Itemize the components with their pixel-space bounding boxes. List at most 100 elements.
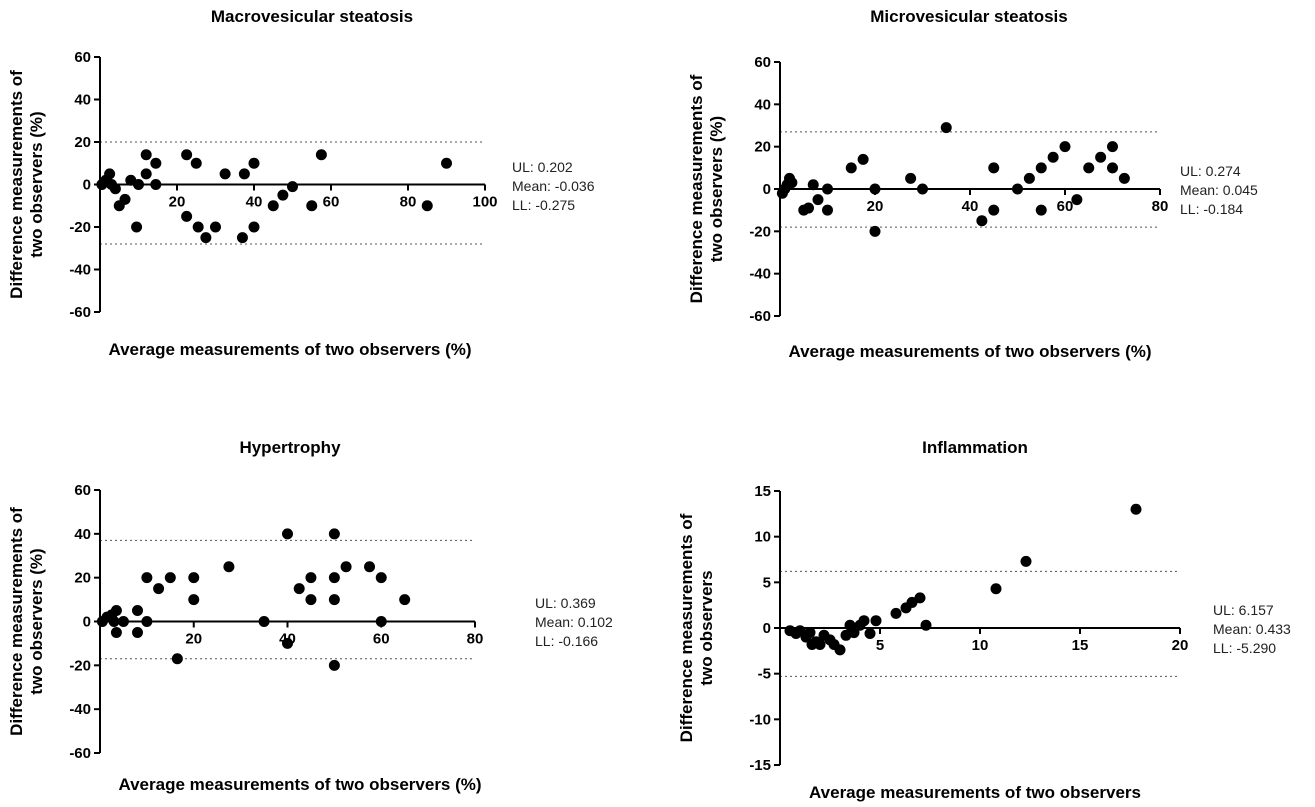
data-point (845, 162, 857, 174)
data-point (328, 594, 340, 606)
y-tick-label: 60 (74, 49, 91, 66)
data-point (834, 644, 846, 656)
y-tick-label: 15 (754, 483, 771, 500)
y-tick-label: 20 (74, 134, 91, 151)
data-point (150, 179, 162, 190)
data-point (1035, 204, 1047, 216)
data-point (133, 179, 144, 190)
data-point (890, 607, 902, 619)
data-point (282, 528, 293, 540)
chart-panel-4: Inflammation 15 10 5 0 -5 -10 -15 5 10 15 20 Average… (677, 438, 1291, 802)
y-tick-label: -20 (749, 223, 771, 240)
y-tick-label: 20 (74, 570, 91, 587)
data-point (1047, 151, 1059, 163)
data-point (1020, 555, 1032, 567)
x-tick-label: 40 (246, 194, 263, 211)
y-axis-label: two observers (%) (707, 116, 726, 262)
data-point (109, 183, 121, 195)
data-point (153, 583, 165, 595)
data-point (906, 596, 918, 608)
data-point (190, 157, 202, 169)
data-point (171, 653, 183, 665)
data-point (306, 200, 318, 212)
stat-label: UL: 0.274 (1180, 163, 1241, 179)
data-point (188, 572, 200, 584)
y-tick-label: -60 (69, 304, 91, 321)
y-tick-label: -5 (758, 666, 771, 683)
data-point (814, 638, 826, 650)
x-tick-label: 20 (1172, 637, 1189, 654)
data-point (940, 122, 952, 134)
data-point (917, 183, 928, 195)
data-point (375, 572, 387, 584)
data-point (976, 215, 988, 227)
x-tick-label: 10 (972, 637, 989, 654)
x-tick-label: 20 (169, 194, 186, 211)
x-axis-label: Average measurements of two observers (%… (118, 775, 481, 794)
data-point (804, 627, 816, 639)
data-point (421, 200, 433, 212)
data-point (140, 168, 152, 180)
y-tick-label: -10 (749, 711, 771, 728)
y-tick-label: -60 (69, 745, 91, 762)
y-tick-label: -60 (749, 308, 771, 325)
stat-label: Mean: 0.433 (1213, 621, 1291, 637)
x-tick-label: 80 (1152, 198, 1169, 215)
y-tick-label: -40 (69, 701, 91, 718)
data-point (238, 168, 250, 180)
data-point (219, 168, 231, 180)
y-tick-label: 0 (83, 614, 91, 631)
y-tick-label: 20 (754, 139, 771, 156)
data-point (328, 572, 340, 584)
data-point (119, 193, 131, 205)
data-point (132, 626, 143, 638)
data-point (210, 221, 221, 233)
chart-title: Macrovesicular steatosis (211, 7, 413, 26)
data-point (277, 189, 289, 201)
y-tick-label: 0 (763, 620, 771, 637)
data-point (258, 616, 270, 627)
stat-label: LL: -5.290 (1213, 640, 1276, 656)
data-point (340, 561, 352, 573)
data-point (293, 583, 305, 595)
data-point (328, 659, 340, 671)
x-tick-label: 40 (962, 198, 979, 215)
y-tick-label: 60 (754, 54, 771, 71)
data-point (848, 627, 860, 639)
data-point (988, 162, 1000, 174)
data-point (141, 616, 153, 627)
x-tick-label: 80 (467, 631, 484, 648)
data-point (364, 561, 376, 573)
x-tick-label: 15 (1072, 637, 1089, 654)
data-point (110, 605, 122, 617)
stat-label: UL: 6.157 (1213, 602, 1274, 618)
stat-label: Mean: -0.036 (512, 178, 595, 194)
data-point (822, 204, 833, 216)
data-point (812, 194, 824, 206)
data-point (864, 627, 876, 639)
y-tick-label: -20 (69, 219, 91, 236)
data-point (287, 181, 298, 193)
chart-title: Hypertrophy (239, 438, 341, 457)
y-tick-label: 0 (83, 177, 91, 194)
data-point (869, 225, 881, 237)
data-point (140, 149, 152, 161)
data-point (192, 221, 204, 233)
x-axis-label: Average measurements of two observers (809, 783, 1141, 802)
data-point (108, 616, 120, 627)
data-point (188, 594, 200, 606)
data-point (1012, 183, 1023, 195)
data-point (248, 221, 260, 233)
data-point (315, 149, 327, 161)
data-point (110, 626, 122, 638)
data-point (988, 204, 1000, 216)
stat-label: UL: 0.369 (535, 595, 596, 611)
data-point (1023, 172, 1035, 184)
y-tick-label: -15 (749, 757, 771, 774)
data-point (132, 605, 143, 617)
y-tick-label: 0 (763, 181, 771, 198)
data-point (150, 157, 162, 169)
y-tick-label: -40 (749, 266, 771, 283)
data-point (858, 615, 870, 627)
data-point (1083, 162, 1095, 174)
